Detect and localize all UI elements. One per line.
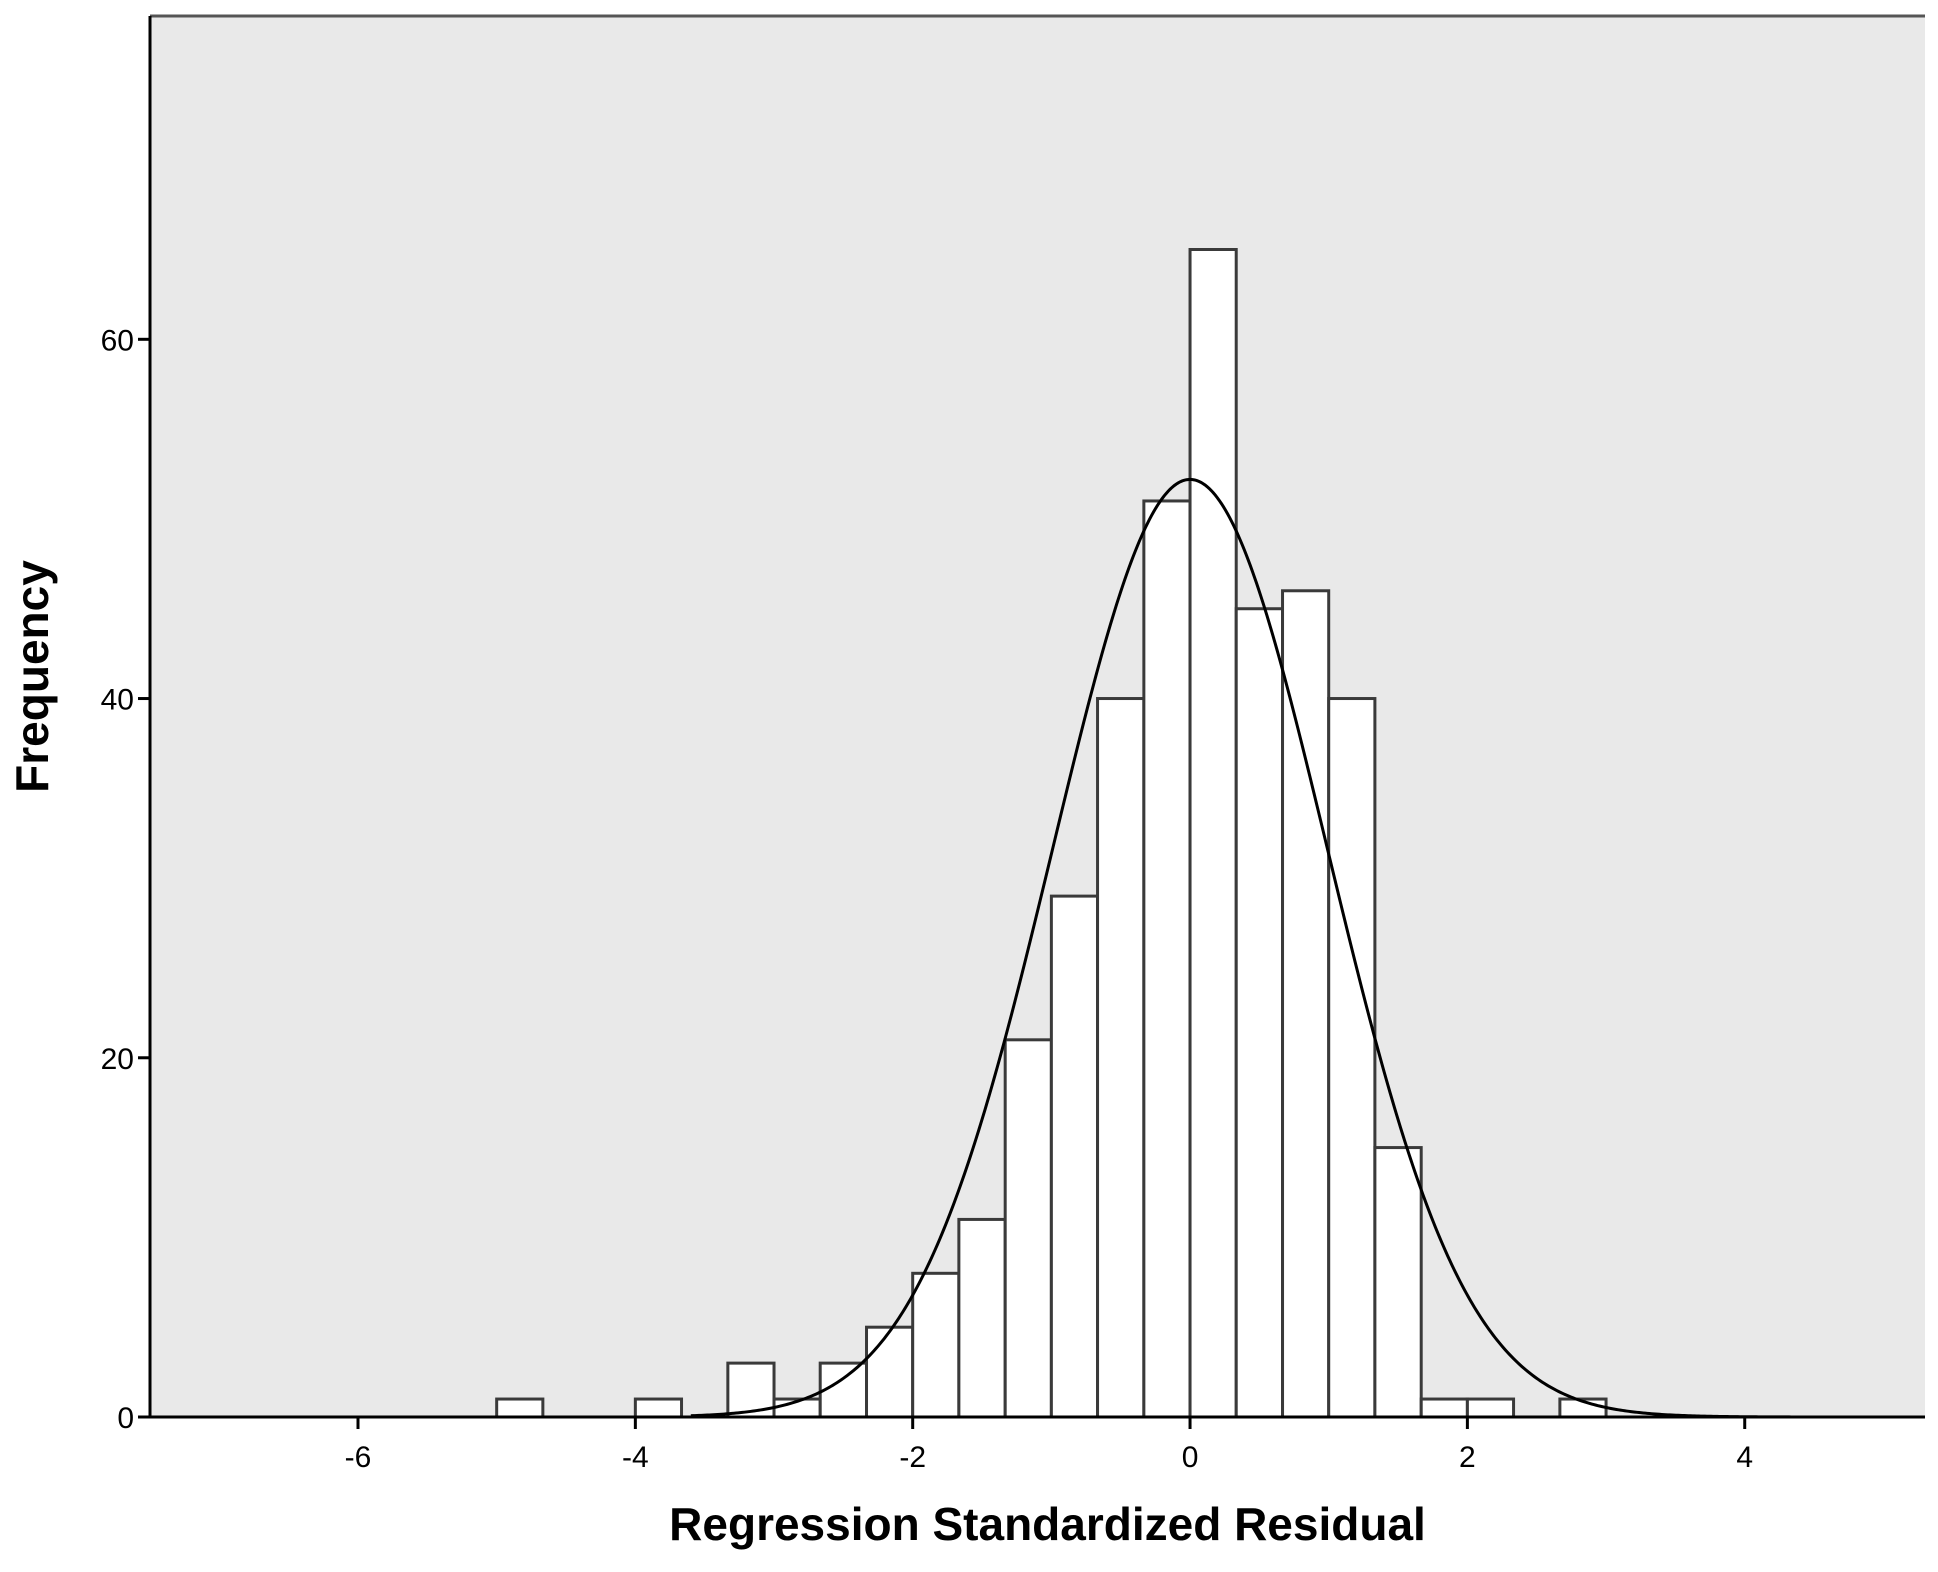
histogram-bar (1142, 499, 1192, 1419)
y-tick-label: 40 (101, 684, 134, 717)
histogram-bar (1419, 1397, 1469, 1419)
x-ticks: -6 -4 -2 0 2 4 (345, 1417, 1753, 1474)
x-tick-label: 2 (1459, 1441, 1476, 1474)
x-axis-title: Regression Standardized Residual (669, 1498, 1426, 1550)
histogram-bar (957, 1217, 1007, 1419)
histogram-bar (1281, 589, 1331, 1419)
y-axis-title: Frequency (6, 560, 58, 793)
histogram-bar (1003, 1038, 1053, 1419)
histogram-bar (1234, 607, 1285, 1419)
x-tick-label: 4 (1736, 1441, 1753, 1474)
histogram-bar (633, 1397, 684, 1419)
histogram-bar (1373, 1146, 1423, 1419)
histogram-bar (495, 1397, 545, 1419)
y-tick-label: 60 (101, 324, 134, 357)
bars-group (495, 248, 1608, 1419)
histogram-bar (1327, 697, 1377, 1419)
y-ticks: 0 20 40 60 (101, 324, 150, 1435)
y-tick-label: 20 (101, 1043, 134, 1076)
histogram-bar (1465, 1397, 1516, 1419)
x-tick-label: -2 (899, 1441, 926, 1474)
x-tick-label: 0 (1182, 1441, 1199, 1474)
histogram-bar (1049, 894, 1100, 1419)
histogram-bar (911, 1271, 961, 1419)
histogram-bar (1188, 248, 1238, 1419)
histogram-bar (865, 1325, 915, 1419)
x-tick-label: -4 (622, 1441, 649, 1474)
histogram-bar (1096, 697, 1146, 1419)
y-tick-label: 0 (117, 1402, 134, 1435)
axes-group (148, 14, 1925, 1419)
x-tick-label: -6 (345, 1441, 372, 1474)
